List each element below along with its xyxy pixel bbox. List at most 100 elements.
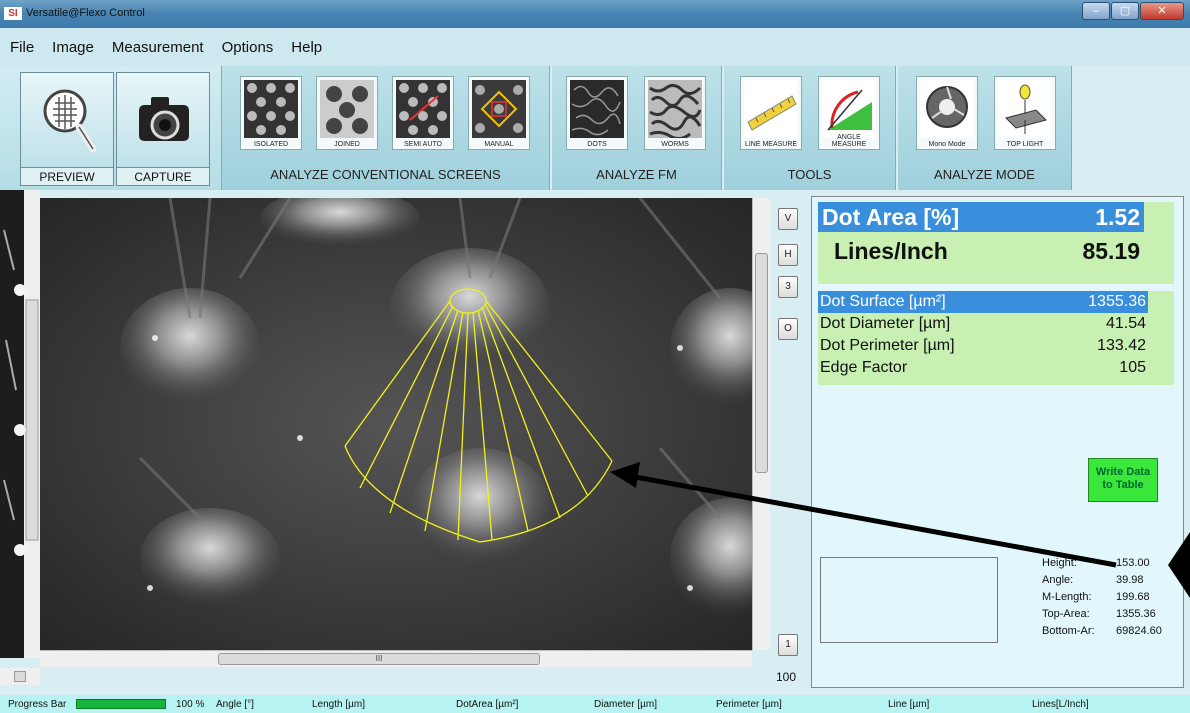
fm-dots-icon xyxy=(570,80,624,138)
menu-options[interactable]: Options xyxy=(221,38,274,56)
minimize-button[interactable]: – xyxy=(1082,2,1110,20)
semi-auto-icon xyxy=(396,80,450,138)
mono-mode-label: Mono Mode xyxy=(928,141,966,148)
progress-bar xyxy=(76,699,166,709)
write-data-label-1: Write Data xyxy=(1095,466,1151,478)
capture-button[interactable]: CAPTURE xyxy=(116,72,210,186)
joined-dots-icon xyxy=(320,80,374,138)
view-o-button[interactable]: O xyxy=(778,318,798,340)
lines-per-inch-value: 85.19 xyxy=(1082,238,1140,264)
ribbon-toolbar: PREVIEW CAPTURE ISOLATED JOI xyxy=(0,66,1190,190)
line-measure-label: LINE MEASURE xyxy=(744,141,798,148)
dot-area-row[interactable]: Dot Area [%] 1.52 xyxy=(818,202,1144,232)
results-panel: Dot Area [%] 1.52 Lines/Inch 85.19 Dot S… xyxy=(811,196,1184,688)
menu-measurement[interactable]: Measurement xyxy=(111,38,204,56)
thumbnail-strip[interactable] xyxy=(0,190,40,658)
view-v-button[interactable]: V xyxy=(778,208,798,230)
view-3-button[interactable]: 3 xyxy=(778,276,798,298)
main-results: Dot Area [%] 1.52 Lines/Inch 85.19 xyxy=(818,202,1174,284)
joined-button[interactable]: JOINED xyxy=(316,76,378,150)
dot-surface-value: 1355.36 xyxy=(1088,293,1146,310)
angle-label: Angle: xyxy=(1042,574,1074,586)
joined-label: JOINED xyxy=(334,141,360,148)
strip-horizontal-scrollbar[interactable] xyxy=(0,668,40,685)
camera-icon xyxy=(139,97,189,141)
mode-group-label: ANALYZE MODE xyxy=(934,167,1035,182)
menu-image[interactable]: Image xyxy=(52,38,94,56)
thumbnail-strip-scroll xyxy=(0,190,40,658)
m-length-label: M-Length: xyxy=(1042,591,1092,603)
progress-text: 100 % xyxy=(176,699,205,710)
write-data-button[interactable]: Write Data to Table xyxy=(1088,458,1158,502)
fm-group-label: ANALYZE FM xyxy=(596,167,677,182)
m-length-value: 199.68 xyxy=(1116,591,1150,603)
status-length: Length [µm] xyxy=(312,699,366,710)
ribbon-group-conventional: ISOLATED JOINED SEMI AUTO MAN xyxy=(222,66,550,190)
top-light-button[interactable]: TOP LIGHT xyxy=(994,76,1056,150)
isolated-button[interactable]: ISOLATED xyxy=(240,76,302,150)
cone-overlay xyxy=(344,288,613,543)
worms-button[interactable]: WORMS xyxy=(644,76,706,150)
manual-button[interactable]: MANUAL xyxy=(468,76,530,150)
window-title: Versatile@Flexo Control xyxy=(26,7,145,19)
status-angle: Angle [°] xyxy=(216,699,254,710)
magnifier-icon xyxy=(43,89,97,153)
view-1-button[interactable]: 1 xyxy=(778,634,798,656)
dot-surface-row[interactable]: Dot Surface [µm²] 1355.36 xyxy=(818,291,1148,313)
dot-diameter-value: 41.54 xyxy=(1105,315,1146,332)
fm-worms-icon xyxy=(648,80,702,138)
lines-per-inch-label: Lines/Inch xyxy=(834,238,948,264)
strip-hscroll-thumb[interactable] xyxy=(14,671,26,682)
image-horizontal-scrollbar[interactable]: III xyxy=(40,650,752,667)
progress-label: Progress Bar xyxy=(8,699,67,710)
lamp-icon xyxy=(998,80,1052,138)
edge-factor-row[interactable]: Edge Factor 105 xyxy=(818,357,1148,379)
menu-help[interactable]: Help xyxy=(291,38,323,56)
dot-perimeter-label: Dot Perimeter [µm] xyxy=(820,337,955,354)
isolated-dots-icon xyxy=(244,80,298,138)
mono-mode-button[interactable]: Mono Mode xyxy=(916,76,978,150)
angle-measure-button[interactable]: ANGLE MEASURE xyxy=(818,76,880,150)
app-logo-icon: SI xyxy=(4,7,22,20)
image-vscroll-thumb[interactable] xyxy=(755,253,768,473)
dot-diameter-row[interactable]: Dot Diameter [µm] 41.54 xyxy=(818,313,1148,335)
status-dotarea: DotArea [µm²] xyxy=(456,699,519,710)
microscope-image-view[interactable] xyxy=(40,198,752,650)
line-measure-button[interactable]: LINE MEASURE xyxy=(740,76,802,150)
mono-mode-icon xyxy=(920,80,974,138)
image-vertical-scrollbar[interactable] xyxy=(752,198,770,650)
angle-measure-label: ANGLE MEASURE xyxy=(831,134,867,148)
arrow-tail-icon xyxy=(1168,532,1190,598)
maximize-button[interactable]: ▢ xyxy=(1111,2,1139,20)
ribbon-group-acquire: PREVIEW CAPTURE xyxy=(0,66,222,190)
menu-bar: File Image Measurement Options Help xyxy=(0,28,1190,66)
ruler-icon xyxy=(744,80,798,138)
status-bar: Progress Bar 100 % Angle [°] Length [µm]… xyxy=(0,695,1190,713)
preview-button[interactable]: PREVIEW xyxy=(20,72,114,186)
dot-perimeter-value: 133.42 xyxy=(1097,337,1146,354)
arrow-line xyxy=(629,473,1117,568)
microscope-image xyxy=(40,198,752,650)
conventional-group-label: ANALYZE CONVENTIONAL SCREENS xyxy=(270,167,501,182)
close-button[interactable]: ✕ xyxy=(1140,2,1184,20)
top-light-label: TOP LIGHT xyxy=(1006,141,1044,148)
dot-perimeter-row[interactable]: Dot Perimeter [µm] 133.42 xyxy=(818,335,1148,357)
dots-button[interactable]: DOTS xyxy=(566,76,628,150)
status-lines-per-inch: Lines[L/Inch] xyxy=(1032,699,1089,710)
menu-file[interactable]: File xyxy=(10,38,35,56)
image-hscroll-thumb[interactable]: III xyxy=(218,653,540,665)
semi-auto-button[interactable]: SEMI AUTO xyxy=(392,76,454,150)
top-area-label: Top-Area: xyxy=(1042,608,1090,620)
bottom-area-label: Bottom-Ar: xyxy=(1042,625,1095,637)
view-h-button[interactable]: H xyxy=(778,244,798,266)
ribbon-group-fm: DOTS WORMS ANALYZE FM xyxy=(552,66,722,190)
bottom-area-value: 69824.60 xyxy=(1116,625,1162,637)
status-diameter: Diameter [µm] xyxy=(594,699,657,710)
isolated-label: ISOLATED xyxy=(253,141,289,148)
capture-label: CAPTURE xyxy=(117,167,209,185)
dots-label: DOTS xyxy=(587,141,607,148)
semi-auto-label: SEMI AUTO xyxy=(404,141,442,148)
angle-value: 39.98 xyxy=(1116,574,1144,586)
tools-group-label: TOOLS xyxy=(787,167,832,182)
